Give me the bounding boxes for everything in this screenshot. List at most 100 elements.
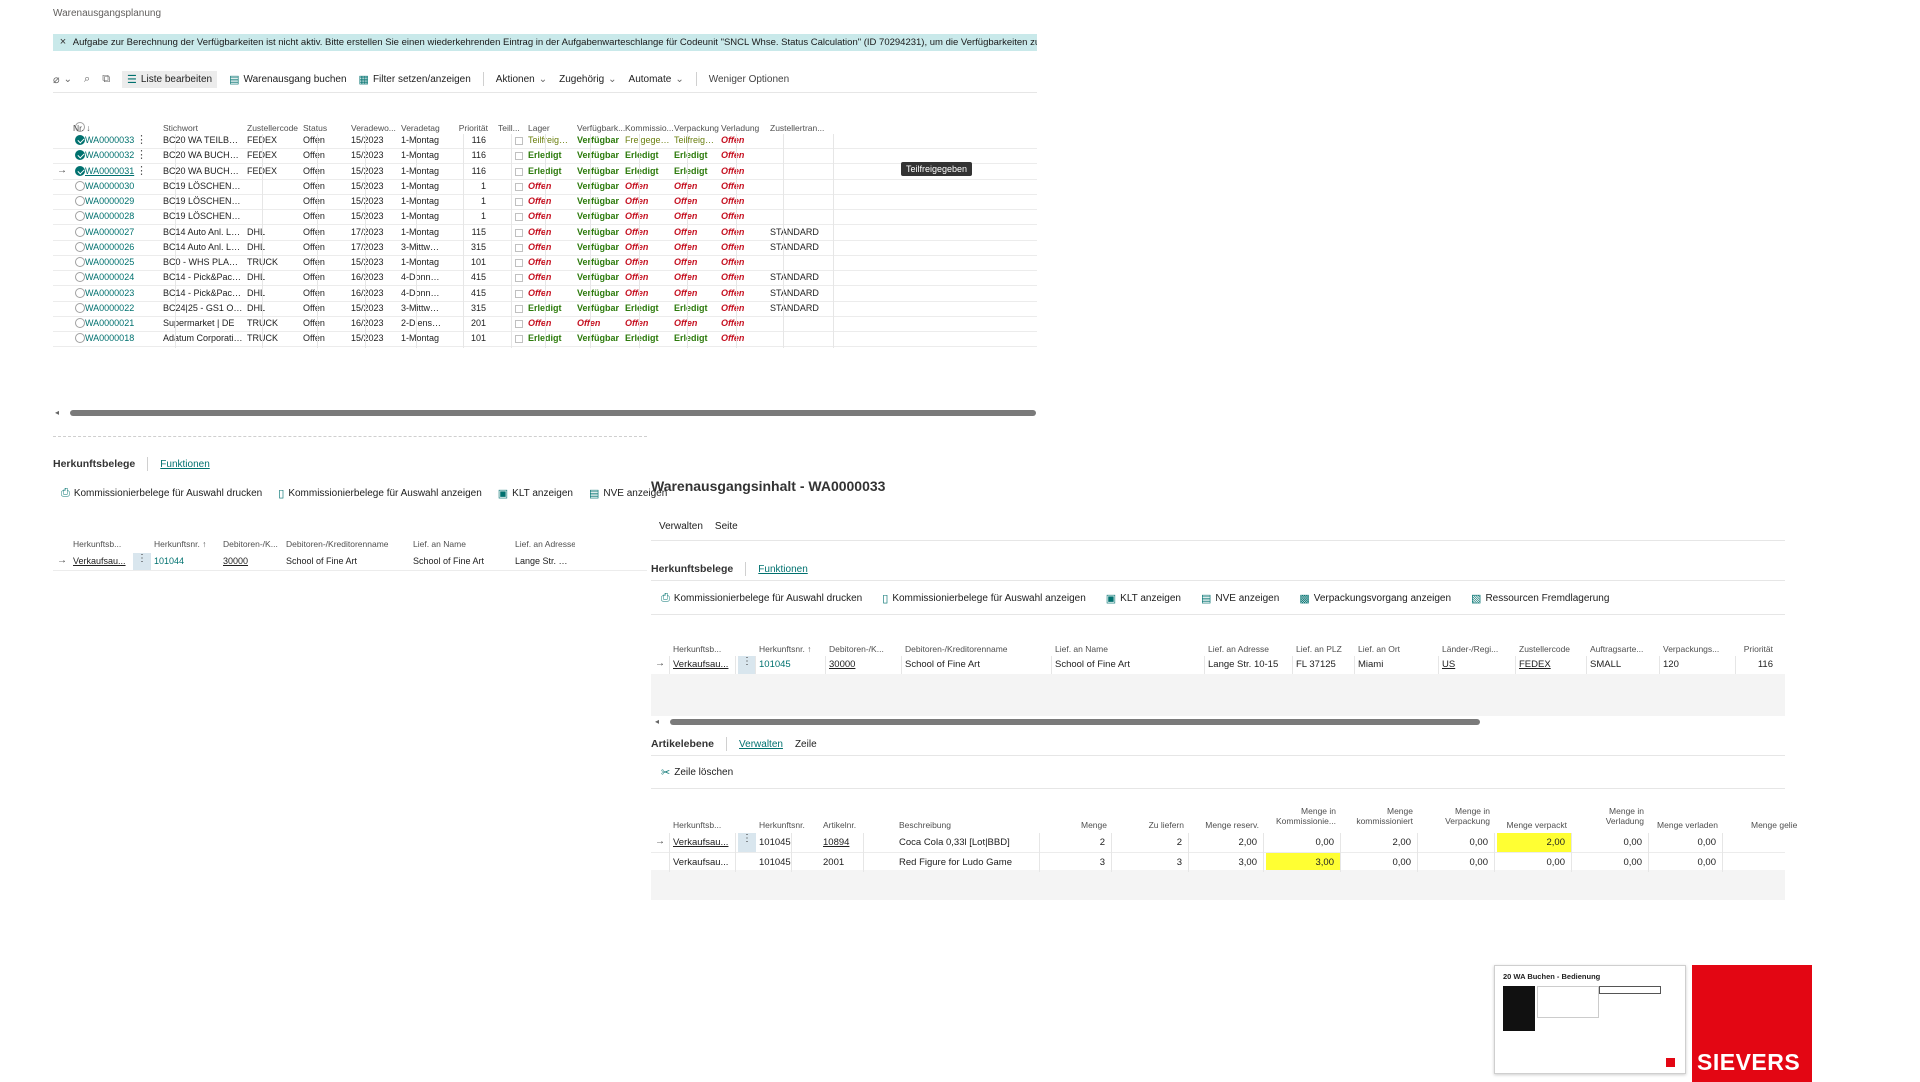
page-menu[interactable]: Seite [714, 521, 738, 532]
manage-tab[interactable]: Verwalten [739, 738, 783, 750]
row-select-radio[interactable] [75, 272, 85, 283]
column-header[interactable]: Menge in Kommissionie... [1276, 806, 1336, 826]
column-header[interactable]: Auftragsarte... [1590, 644, 1644, 654]
column-header[interactable]: Menge verpackt [1506, 820, 1567, 830]
partial-checkbox[interactable] [515, 335, 523, 344]
column-header[interactable]: Lief. an PLZ [1296, 644, 1342, 654]
row-menu-icon[interactable]: ⋮ [738, 656, 756, 674]
share-button[interactable]: ⧉ [102, 73, 110, 86]
cell-nr[interactable]: WA0000026 [85, 241, 135, 252]
cell-nr[interactable]: WA0000018 [85, 333, 135, 344]
column-header[interactable]: Priorität [1743, 644, 1773, 654]
column-header[interactable]: Herkunftsnr. ↑ [154, 539, 207, 549]
partial-checkbox[interactable] [515, 274, 523, 283]
cell-nr[interactable]: WA0000022 [85, 302, 135, 313]
partial-checkbox[interactable] [515, 304, 523, 313]
automate-menu[interactable]: Automate ⌄ [629, 74, 684, 85]
partial-checkbox[interactable] [515, 289, 523, 298]
cell-nr[interactable]: WA0000025 [85, 257, 135, 267]
horizontal-scrollbar[interactable] [670, 719, 1480, 725]
row-select-radio[interactable] [75, 226, 85, 237]
partial-checkbox[interactable] [515, 228, 523, 237]
row-select-radio[interactable] [75, 150, 85, 161]
actions-menu[interactable]: Aktionen ⌄ [496, 74, 547, 85]
cell[interactable]: Verkaufsau... [673, 659, 729, 670]
column-header[interactable]: Debitoren-/K... [223, 539, 278, 549]
manage-menu[interactable]: Verwalten [659, 521, 703, 532]
column-header[interactable]: Veradewo... [351, 123, 396, 133]
fewer-options-button[interactable]: Weniger Optionen [709, 74, 789, 85]
left-functions-tab[interactable]: Funktionen [160, 458, 210, 470]
print-picks-button[interactable]: ⎙ Kommissionierbelege für Auswahl drucken [661, 592, 862, 605]
column-header[interactable]: Lief. an Name [1055, 644, 1108, 654]
row-select-radio[interactable] [75, 135, 85, 145]
partial-checkbox[interactable] [515, 259, 523, 267]
external-storage-button[interactable]: ▧ Ressourcen Fremdlagerung [1471, 592, 1609, 605]
column-header[interactable]: Status [303, 123, 328, 133]
column-header[interactable]: Kommissio... [625, 123, 674, 133]
related-menu[interactable]: Zugehörig ⌄ [559, 74, 616, 85]
cell-nr[interactable]: WA0000023 [85, 287, 135, 298]
column-header[interactable]: Herkunftsb... [673, 820, 722, 830]
cell-nr[interactable]: WA0000027 [85, 226, 135, 237]
row-menu-icon[interactable]: ⋮ [136, 164, 147, 177]
cell-nr[interactable]: WA0000029 [85, 196, 135, 206]
column-header[interactable]: Lager [528, 123, 550, 133]
post-shipment-button[interactable]: ▤ Warenausgang buchen [229, 73, 346, 86]
row-menu-icon[interactable]: ⋮ [136, 149, 147, 162]
column-header[interactable]: Verpackung [674, 123, 719, 133]
row-select-radio[interactable] [75, 333, 85, 344]
column-header[interactable]: Herkunftsnr. [759, 820, 805, 830]
row-select-radio[interactable] [75, 211, 85, 222]
table-row[interactable]: → ⋮ Verkaufsau... 101044 30000 School of Fine… [53, 553, 647, 571]
partial-checkbox[interactable] [515, 213, 523, 222]
row-select-radio[interactable] [75, 196, 85, 206]
horizontal-scrollbar[interactable] [70, 410, 1036, 416]
cell-nr[interactable]: WA0000030 [85, 180, 135, 191]
column-header[interactable]: Menge in Verpackung [1445, 806, 1490, 826]
row-select-radio[interactable] [75, 180, 85, 191]
partial-checkbox[interactable] [515, 243, 523, 252]
column-header[interactable]: Herkunftsnr. ↑ [759, 644, 812, 654]
column-header[interactable]: Menge verladen [1657, 820, 1718, 830]
column-header[interactable]: Lief. an Adresse [515, 539, 575, 549]
row-select-radio[interactable] [75, 318, 85, 328]
partial-checkbox[interactable] [515, 137, 523, 145]
cell[interactable]: Verkaufsau... [73, 556, 126, 566]
print-picks-button[interactable]: ⎙ Kommissionierbelege für Auswahl drucken [61, 487, 262, 500]
partial-checkbox[interactable] [515, 320, 523, 328]
row-select-radio[interactable] [75, 287, 85, 298]
column-header[interactable]: Lief. an Ort [1358, 644, 1401, 654]
partial-checkbox[interactable] [515, 167, 523, 176]
cell-nr[interactable]: WA0000028 [85, 211, 135, 222]
show-klt-button[interactable]: ▣ KLT anzeigen [1106, 592, 1181, 605]
column-header[interactable]: Zustellercode [1519, 644, 1571, 654]
close-icon[interactable]: × [59, 36, 67, 48]
column-header[interactable]: Zustellercode [247, 123, 299, 133]
show-packing-button[interactable]: ▩ Verpackungsvorgang anzeigen [1299, 592, 1451, 605]
column-header[interactable]: Verladung [721, 123, 760, 133]
row-menu-icon[interactable]: ⋮ [136, 134, 147, 146]
filter-pane-button[interactable]: ⌀ ⌄ [53, 73, 73, 86]
filter-button[interactable]: ▦ Filter setzen/anzeigen [359, 73, 471, 86]
column-header[interactable]: Lief. an Adresse [1208, 644, 1269, 654]
column-header[interactable]: Menge [1081, 820, 1107, 830]
cell-nr[interactable]: WA0000033 [85, 135, 135, 145]
column-header[interactable]: Stichwort [163, 123, 198, 133]
column-header[interactable]: Zu liefern [1148, 820, 1184, 830]
column-header[interactable]: Verpackungs... [1663, 644, 1720, 654]
row-menu-icon[interactable]: ⋮ [133, 553, 151, 570]
row-select-radio[interactable] [75, 241, 85, 252]
cell-nr[interactable]: WA0000021 [85, 318, 135, 328]
table-row[interactable]: → ⋮ Verkaufsau... 101045 10894 Coca Cola 0,33… [651, 833, 1785, 853]
column-header[interactable]: Debitoren-/Kreditorenname [286, 539, 389, 549]
row-select-radio[interactable] [75, 302, 85, 313]
column-header[interactable]: Debitoren-/Kreditorenname [905, 644, 1008, 654]
edit-list-button[interactable]: ☰ Liste bearbeiten [122, 70, 218, 88]
column-header[interactable]: Länder-/Regi... [1442, 644, 1499, 654]
select-all-radio[interactable] [75, 122, 85, 135]
cell-nr[interactable]: WA0000031 [85, 165, 135, 176]
scroll-left-icon[interactable]: ◂ [55, 408, 60, 417]
show-nve-button[interactable]: ▤ NVE anzeigen [589, 487, 667, 500]
column-header[interactable]: Menge reserv. [1205, 820, 1259, 830]
